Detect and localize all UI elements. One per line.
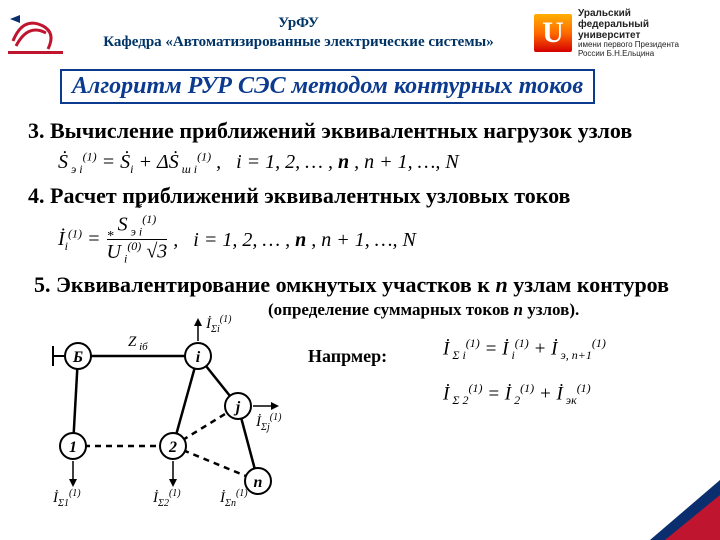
diagram-zone: Z iб İΣi(1) İΣj(1) İΣ1(1) İΣ2(1) İΣn(1) …	[28, 326, 696, 516]
title-wrap: Алгоритм РУР СЭС методом контурных токов	[0, 63, 720, 112]
content: 3. Вычисление приближений эквивалентных …	[0, 118, 720, 516]
logo-right: U Уральский федеральный университет имен…	[534, 8, 704, 59]
logo-left	[8, 11, 63, 56]
svg-text:i: i	[196, 349, 201, 366]
svg-text:1: 1	[69, 439, 77, 456]
svg-text:İΣ1(1): İΣ1(1)	[52, 488, 81, 509]
svg-text:Б: Б	[72, 349, 83, 366]
svg-text:n: n	[254, 474, 263, 491]
svg-text:2: 2	[168, 439, 177, 456]
header-line2: Кафедра «Автоматизированные электрически…	[63, 33, 534, 53]
formula-3: Ṡ э i(1) = Ṡi + ΔṠ ш i(1) , i = 1, 2, … …	[58, 148, 696, 178]
formula-r1: İ Σ i(1) = İ i(1) + İ э, n+1(1)	[443, 336, 606, 363]
step-5-sub: (определение суммарных токов n узлов).	[268, 300, 696, 320]
formula-r2: İ Σ 2(1) = İ 2(1) + İ эк(1)	[443, 381, 591, 408]
step-3: 3. Вычисление приближений эквивалентных …	[28, 118, 696, 144]
uni-text: Уральский федеральный университет имени …	[578, 8, 679, 59]
label-zib: Z iб	[128, 334, 148, 353]
header-line1: УрФУ	[63, 14, 534, 34]
svg-text:İΣj(1): İΣj(1)	[255, 412, 282, 433]
step-5: 5. Эквивалентирование омкнутых участков …	[34, 272, 696, 298]
svg-text:İΣi(1): İΣi(1)	[205, 314, 232, 335]
corner-red	[665, 495, 720, 540]
slide-header: УрФУ Кафедра «Автоматизированные электри…	[0, 0, 720, 63]
formula-4: İi(1) = *S э i(1) *U i(0) √3 , i = 1, 2,…	[58, 213, 696, 266]
svg-text:İΣ2(1): İΣ2(1)	[152, 488, 181, 509]
network-graph: Z iб İΣi(1) İΣj(1) İΣ1(1) İΣ2(1) İΣn(1) …	[28, 306, 298, 516]
example-label: Напрмер:	[308, 346, 387, 367]
step-4: 4. Расчет приближений эквивалентных узло…	[28, 183, 696, 209]
u-logo: U	[534, 14, 572, 52]
slide-title: Алгоритм РУР СЭС методом контурных токов	[60, 69, 595, 104]
svg-text:İΣn(1): İΣn(1)	[219, 488, 248, 509]
header-center: УрФУ Кафедра «Автоматизированные электри…	[63, 14, 534, 53]
